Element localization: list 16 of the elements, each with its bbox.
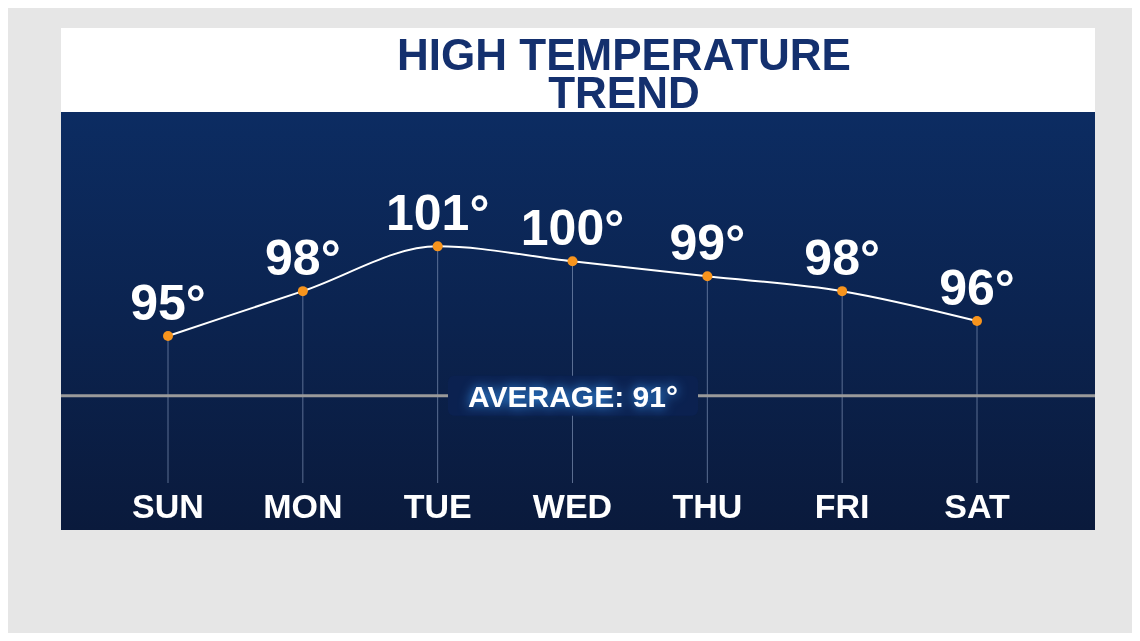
x-tick-label: TUE bbox=[403, 487, 472, 525]
data-label: 98° bbox=[804, 230, 880, 287]
x-tick-label: MON bbox=[263, 487, 343, 525]
data-label: 98° bbox=[265, 230, 341, 287]
data-label: 101° bbox=[385, 185, 490, 242]
x-tick-label: WED bbox=[532, 487, 613, 525]
x-tick-label: FRI bbox=[814, 487, 870, 525]
x-tick-label: THU bbox=[672, 487, 743, 525]
data-label: 95° bbox=[130, 274, 206, 331]
data-label: 99° bbox=[669, 215, 746, 272]
data-label: 96° bbox=[939, 260, 1015, 316]
ref-line-label: AVERAGE: 91° bbox=[468, 379, 678, 413]
chart-title: HIGH TEMPERATURE TREND bbox=[397, 30, 851, 117]
x-tick-label: SAT bbox=[944, 487, 1010, 525]
x-tick-label: SUN bbox=[132, 487, 204, 525]
data-label: 100° bbox=[520, 200, 625, 257]
